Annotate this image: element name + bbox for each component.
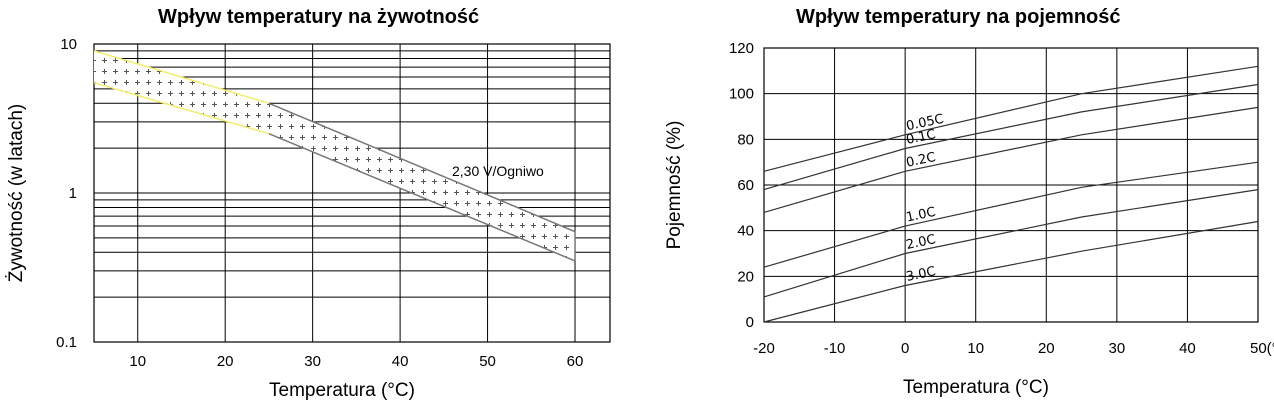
series-label-3.0C: 3.0C [905,264,937,285]
band-upper-edge-yellow [93,50,270,105]
y-tick-label: 60 [737,177,754,194]
chart-title-life: Wpływ temperatury na żywotność [158,6,480,28]
voltage-annotation: 2,30 V/Ogniwo [452,163,544,179]
y-axis-label: Żywotność (w latach) [6,104,27,282]
x-tick-label: 40 [392,353,409,370]
x-axis-label: Temperatura (°C) [269,380,415,401]
series-line-3.0C [763,220,1259,323]
x-tick-label: 10 [129,353,146,370]
x-tick-label: 50 [479,353,496,370]
y-tick-label: 120 [729,40,754,57]
y-tick-label: 40 [737,223,754,240]
series-label-2.0C: 2.0C [905,232,937,253]
x-tick-label: 60 [567,353,584,370]
x-tick-label: 20 [217,353,234,370]
x-tick-label: 40 [1179,340,1196,357]
x-tick-label: 50(°C) [1250,340,1274,357]
plot-frame [763,47,1259,323]
y-tick-label: 1 [69,185,77,202]
series-line-2.0C [763,189,1259,298]
y-tick-label: 20 [737,268,754,285]
series-label-1.0C: 1.0C [905,205,937,226]
plot-frame [93,43,611,343]
x-tick-label: 10 [967,340,984,357]
band-upper-edge-gray [268,102,576,233]
series-line-0.2C [763,106,1259,213]
life-chart: 2,30 V/Ogniwo 10 20 30 40 50 60 0.1 1 10 Temperatu… [6,36,611,401]
chart-title-capacity: Wpływ temperatury na pojemność [796,6,1121,28]
band-lower-edge-gray [268,133,576,262]
series-label-0.1C: 0.1C [905,127,937,148]
x-tick-label: 20 [1038,340,1055,357]
x-axis-label: Temperatura (°C) [903,377,1049,398]
x-tick-label: -20 [753,340,775,357]
band-lower-edge-yellow [93,81,270,135]
x-tick-label: 30 [1109,340,1126,357]
x-tick-label: 0 [901,340,909,357]
x-tick-label: -10 [824,340,846,357]
y-axis-label: Pojemność (%) [664,121,685,250]
x-tick-label: 30 [304,353,321,370]
y-tick-label: 10 [60,36,77,53]
y-tick-label: 0 [746,314,754,331]
series-line-0.05C [763,65,1259,172]
y-tick-label: 0.1 [56,334,77,351]
life-band-area [94,50,575,261]
y-tick-label: 100 [729,86,754,103]
series-line-1.0C [763,161,1259,268]
y-tick-label: 80 [737,131,754,148]
series-line-0.1C [763,83,1259,191]
series-label-0.2C: 0.2C [905,150,937,171]
